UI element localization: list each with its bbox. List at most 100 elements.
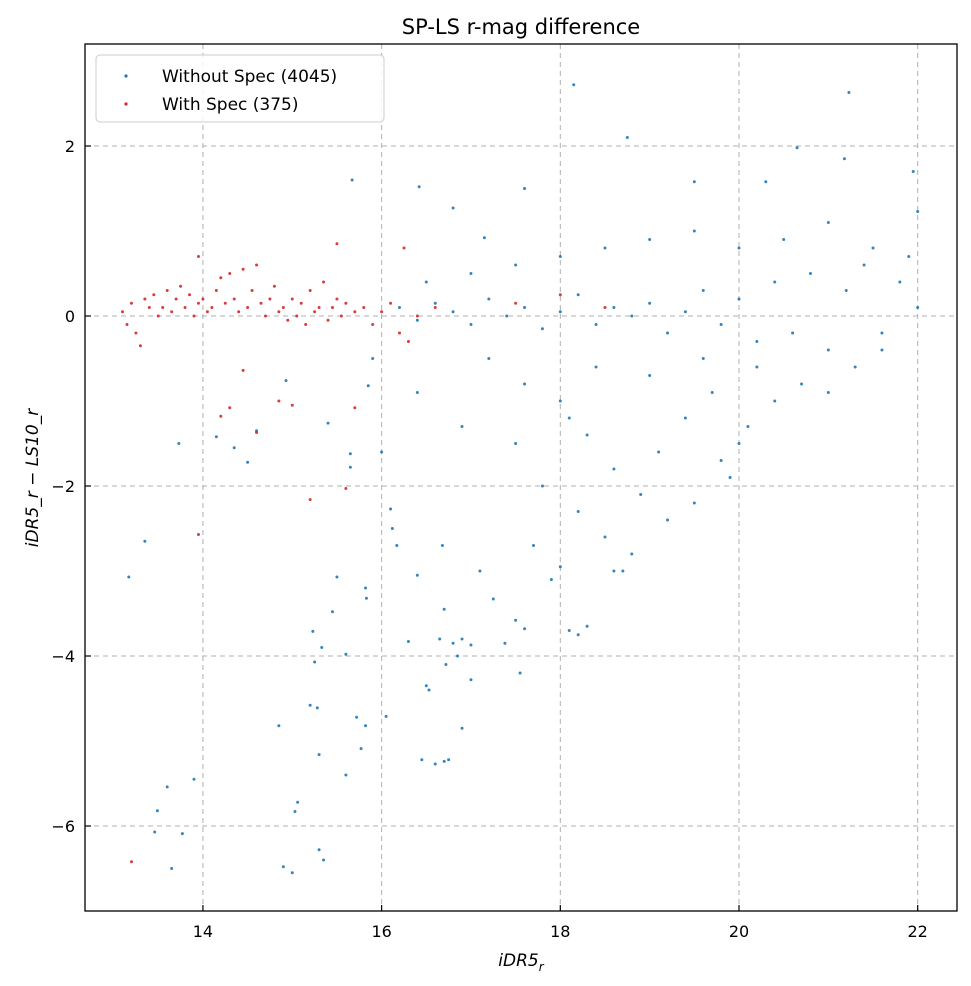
- point-without-spec: [791, 331, 795, 335]
- point-with-spec: [214, 289, 218, 292]
- point-without-spec: [683, 310, 687, 314]
- y-axis-label: iDR5_r − LS10_r: [23, 408, 43, 547]
- point-without-spec: [415, 318, 419, 322]
- point-without-spec: [359, 747, 363, 751]
- point-without-spec: [364, 586, 368, 590]
- point-without-spec: [916, 209, 920, 213]
- point-with-spec: [281, 306, 285, 309]
- point-without-spec: [514, 263, 518, 267]
- point-without-spec: [491, 597, 495, 601]
- x-axis-label-subscript: r: [539, 960, 545, 974]
- point-without-spec: [514, 442, 518, 445]
- point-with-spec: [389, 301, 393, 305]
- point-without-spec: [469, 678, 473, 682]
- point-without-spec: [317, 753, 321, 757]
- point-without-spec: [532, 544, 536, 547]
- point-without-spec: [808, 272, 812, 275]
- point-with-spec: [322, 280, 326, 284]
- point-without-spec: [214, 435, 218, 439]
- point-with-spec: [250, 289, 254, 292]
- point-without-spec: [438, 637, 442, 641]
- point-without-spec: [911, 170, 915, 173]
- point-without-spec: [440, 544, 444, 547]
- point-without-spec: [348, 452, 352, 456]
- point-with-spec: [290, 297, 294, 301]
- point-without-spec: [308, 703, 312, 707]
- point-without-spec: [460, 726, 464, 730]
- point-without-spec: [576, 633, 580, 637]
- point-without-spec: [451, 206, 455, 210]
- point-without-spec: [648, 374, 652, 377]
- point-without-spec: [666, 331, 670, 335]
- point-without-spec: [390, 527, 394, 530]
- point-without-spec: [293, 810, 297, 814]
- point-without-spec: [630, 552, 634, 556]
- point-with-spec: [558, 293, 562, 297]
- point-without-spec: [719, 459, 723, 462]
- point-without-spec: [180, 832, 184, 836]
- point-without-spec: [558, 565, 562, 569]
- point-with-spec: [402, 246, 406, 250]
- point-with-spec: [179, 284, 183, 288]
- point-with-spec: [339, 314, 343, 318]
- point-with-spec: [196, 532, 200, 536]
- point-without-spec: [585, 433, 589, 437]
- point-without-spec: [648, 238, 652, 241]
- point-with-spec: [263, 314, 267, 318]
- point-without-spec: [826, 221, 830, 224]
- point-without-spec: [344, 652, 348, 656]
- point-with-spec: [255, 430, 259, 434]
- point-without-spec: [284, 379, 288, 383]
- point-without-spec: [540, 327, 544, 331]
- legend-label-with-spec: With Spec (375): [162, 95, 299, 115]
- point-without-spec: [523, 306, 527, 309]
- x-tick-label: 20: [729, 922, 749, 941]
- point-with-spec: [125, 323, 129, 326]
- point-without-spec: [170, 867, 174, 870]
- point-without-spec: [281, 865, 285, 869]
- point-with-spec: [152, 293, 156, 297]
- point-with-spec: [156, 314, 160, 318]
- point-without-spec: [625, 136, 629, 139]
- point-without-spec: [335, 575, 339, 579]
- point-with-spec: [308, 289, 312, 292]
- point-without-spec: [719, 323, 723, 326]
- point-with-spec: [138, 344, 142, 348]
- point-without-spec: [444, 663, 448, 666]
- point-with-spec: [326, 318, 330, 322]
- point-without-spec: [558, 255, 562, 258]
- point-without-spec: [737, 246, 741, 250]
- point-without-spec: [277, 724, 281, 728]
- point-without-spec: [755, 340, 759, 343]
- point-without-spec: [630, 314, 634, 318]
- point-without-spec: [364, 724, 368, 728]
- point-without-spec: [177, 442, 181, 445]
- point-with-spec: [304, 323, 308, 326]
- point-without-spec: [800, 382, 804, 386]
- point-without-spec: [558, 310, 562, 314]
- point-with-spec: [129, 860, 133, 864]
- point-with-spec: [380, 310, 384, 314]
- y-tick-label: 2: [65, 137, 75, 156]
- point-without-spec: [523, 627, 527, 631]
- point-without-spec: [165, 785, 169, 789]
- point-without-spec: [657, 450, 661, 454]
- point-without-spec: [406, 640, 410, 644]
- point-without-spec: [395, 544, 399, 547]
- point-without-spec: [442, 607, 446, 611]
- point-without-spec: [728, 476, 732, 479]
- point-with-spec: [223, 301, 227, 305]
- point-without-spec: [447, 758, 451, 762]
- point-without-spec: [549, 578, 553, 581]
- point-with-spec: [433, 306, 437, 309]
- point-with-spec: [313, 310, 317, 314]
- point-with-spec: [397, 331, 401, 335]
- point-without-spec: [505, 314, 509, 318]
- point-without-spec: [844, 289, 848, 292]
- point-without-spec: [326, 421, 330, 425]
- point-without-spec: [442, 759, 446, 763]
- point-without-spec: [826, 391, 830, 394]
- x-axis-label: iDR5r: [498, 951, 544, 974]
- legend-marker-with-spec: [124, 102, 128, 106]
